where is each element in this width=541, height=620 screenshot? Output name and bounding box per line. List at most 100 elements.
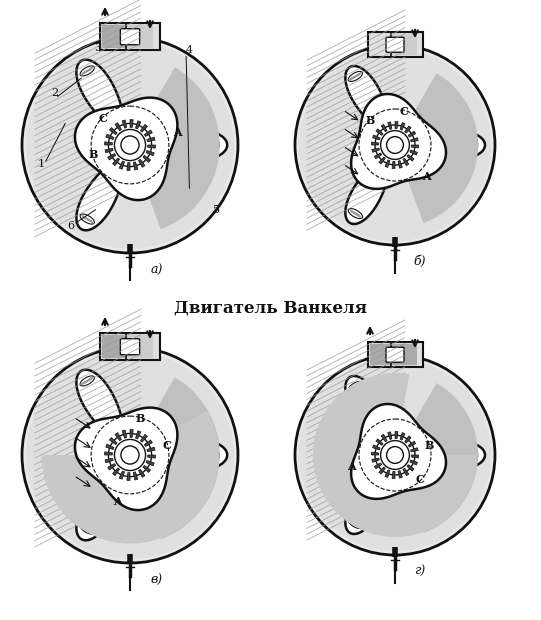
Polygon shape (388, 432, 392, 440)
FancyBboxPatch shape (386, 347, 404, 362)
Polygon shape (146, 151, 154, 156)
FancyBboxPatch shape (120, 29, 140, 45)
Polygon shape (115, 433, 122, 441)
Text: A: A (347, 461, 356, 472)
Text: б): б) (414, 255, 426, 268)
Polygon shape (133, 162, 138, 170)
Polygon shape (146, 461, 154, 466)
Text: г): г) (414, 565, 426, 578)
Polygon shape (141, 435, 148, 442)
Polygon shape (392, 471, 395, 479)
Wedge shape (42, 410, 219, 544)
Circle shape (108, 433, 151, 477)
Circle shape (115, 440, 146, 471)
Wedge shape (130, 68, 220, 229)
Ellipse shape (123, 137, 130, 153)
Polygon shape (104, 142, 113, 145)
Polygon shape (379, 467, 385, 474)
Polygon shape (76, 370, 227, 540)
Polygon shape (372, 452, 379, 455)
Polygon shape (376, 439, 383, 445)
Ellipse shape (390, 453, 404, 463)
Circle shape (108, 123, 151, 167)
Text: 4: 4 (186, 45, 193, 55)
FancyBboxPatch shape (127, 335, 154, 358)
Polygon shape (147, 447, 155, 452)
FancyBboxPatch shape (370, 344, 397, 365)
Polygon shape (108, 464, 116, 470)
Ellipse shape (124, 137, 138, 148)
Polygon shape (398, 161, 403, 168)
Polygon shape (127, 162, 130, 170)
Polygon shape (403, 158, 409, 166)
Ellipse shape (471, 137, 478, 153)
Polygon shape (130, 430, 133, 438)
Polygon shape (407, 464, 414, 471)
Polygon shape (398, 471, 403, 478)
Polygon shape (381, 125, 387, 131)
Ellipse shape (390, 143, 404, 153)
Polygon shape (408, 131, 415, 137)
Text: Двигатель Ванкеля: Двигатель Ванкеля (175, 299, 367, 316)
Circle shape (22, 37, 238, 253)
Polygon shape (374, 153, 382, 159)
Circle shape (381, 131, 410, 159)
Polygon shape (407, 154, 414, 161)
Polygon shape (113, 468, 120, 476)
Ellipse shape (388, 137, 395, 153)
Ellipse shape (471, 447, 478, 463)
Ellipse shape (80, 524, 94, 534)
Polygon shape (148, 145, 155, 148)
FancyBboxPatch shape (392, 344, 417, 365)
Polygon shape (395, 122, 398, 129)
Polygon shape (138, 159, 145, 167)
Polygon shape (372, 458, 379, 463)
FancyBboxPatch shape (102, 25, 133, 48)
Circle shape (121, 136, 139, 154)
Text: C: C (162, 440, 171, 451)
Text: A: A (113, 497, 122, 507)
Circle shape (27, 42, 234, 249)
Polygon shape (408, 441, 415, 447)
Polygon shape (351, 94, 446, 189)
Ellipse shape (388, 447, 395, 463)
Text: C: C (400, 105, 408, 117)
Polygon shape (400, 123, 405, 130)
Polygon shape (135, 431, 141, 439)
Polygon shape (127, 472, 130, 480)
FancyBboxPatch shape (102, 335, 133, 358)
Polygon shape (144, 440, 153, 446)
Polygon shape (405, 436, 411, 443)
Polygon shape (379, 157, 385, 164)
Ellipse shape (390, 448, 404, 458)
Circle shape (295, 355, 495, 555)
Text: а): а) (151, 264, 163, 277)
FancyBboxPatch shape (100, 23, 160, 50)
Polygon shape (108, 154, 116, 160)
Polygon shape (115, 123, 122, 131)
Circle shape (22, 347, 238, 563)
Text: 3: 3 (94, 43, 101, 53)
Text: B: B (89, 149, 98, 161)
FancyBboxPatch shape (386, 37, 404, 52)
Ellipse shape (123, 447, 130, 463)
Text: B: B (424, 440, 433, 451)
Polygon shape (122, 120, 127, 128)
Ellipse shape (348, 518, 362, 529)
Polygon shape (75, 407, 177, 510)
Wedge shape (395, 383, 478, 533)
Text: 2: 2 (51, 88, 58, 98)
FancyBboxPatch shape (367, 32, 423, 57)
Polygon shape (122, 430, 127, 438)
Polygon shape (119, 471, 124, 479)
Ellipse shape (212, 447, 219, 463)
Text: C: C (99, 113, 108, 124)
Circle shape (121, 446, 139, 464)
Polygon shape (345, 376, 485, 534)
Polygon shape (119, 161, 124, 169)
Polygon shape (385, 470, 390, 477)
Ellipse shape (80, 376, 94, 386)
Polygon shape (411, 138, 418, 142)
Polygon shape (109, 128, 117, 135)
Polygon shape (410, 150, 418, 155)
